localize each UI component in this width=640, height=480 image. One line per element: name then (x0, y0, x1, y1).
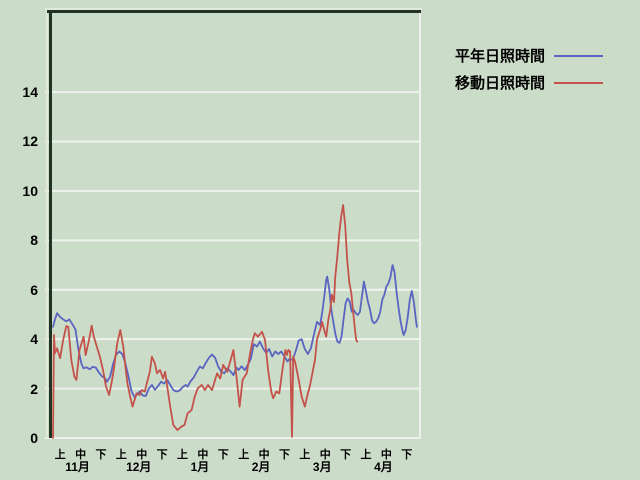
legend-label-idou: 移動日照時間 (455, 75, 546, 92)
border-top-dark (47, 10, 421, 13)
y-tick-label: 2 (30, 380, 38, 397)
x-period-label: 中 (197, 449, 209, 461)
legend-line-swatch-heinen (554, 54, 604, 57)
x-period-label: 上 (238, 449, 250, 461)
series-line-heinen-nissho (52, 264, 418, 399)
x-period-label: 中 (75, 449, 87, 461)
x-period-label: 上 (299, 449, 311, 461)
legend-item-idou: 移動日照時間 (455, 69, 604, 96)
x-period-label: 上 (360, 449, 372, 461)
x-month-label: 2月 (251, 460, 271, 474)
x-period-label: 下 (156, 449, 168, 461)
y-tick-label: 14 (22, 84, 38, 101)
legend: 平年日照時間 移動日照時間 (455, 42, 604, 96)
y-tick-label: 4 (30, 331, 38, 348)
y-tick-label: 0 (30, 430, 38, 446)
x-month-label: 1月 (190, 460, 210, 474)
y-tick-label: 6 (30, 281, 38, 298)
y-tick-label: 12 (22, 133, 38, 150)
x-period-label: 上 (177, 449, 189, 461)
x-month-label: 12月 (126, 460, 152, 474)
legend-line-swatch-idou (554, 81, 604, 84)
y-tick-label: 10 (22, 182, 38, 199)
x-period-label: 中 (319, 449, 331, 461)
border-left-highlight (46, 8, 48, 438)
x-period-label: 上 (115, 449, 127, 461)
x-period-label: 下 (340, 449, 352, 461)
x-period-label: 中 (136, 449, 148, 461)
x-period-label: 下 (217, 449, 229, 461)
x-period-label: 中 (258, 449, 270, 461)
series-line-idou-nissho (52, 204, 359, 439)
x-month-label: 4月 (374, 460, 393, 474)
x-period-label: 中 (380, 449, 392, 461)
border-top-highlight (45, 8, 422, 10)
x-period-label: 下 (95, 449, 107, 461)
legend-item-heinen: 平年日照時間 (455, 42, 604, 69)
axis-border (45, 8, 422, 438)
x-month-label: 3月 (312, 460, 332, 474)
x-period-label: 下 (401, 449, 413, 461)
x-month-label: 11月 (65, 460, 90, 474)
x-period-label: 下 (278, 449, 290, 461)
border-left-dark (49, 10, 52, 438)
y-tick-label: 8 (30, 232, 38, 249)
series-lines (52, 204, 418, 439)
x-period-label: 上 (54, 449, 66, 461)
legend-label-heinen: 平年日照時間 (455, 48, 546, 65)
